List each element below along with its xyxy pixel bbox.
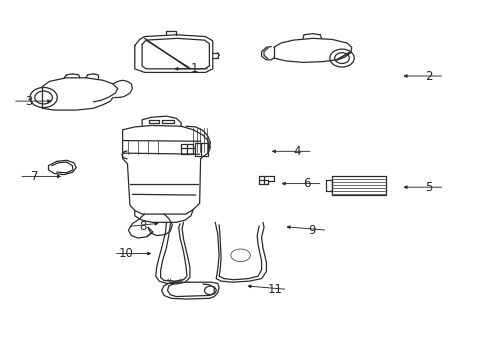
Text: 6: 6 <box>303 177 310 190</box>
Text: 11: 11 <box>267 283 283 296</box>
Text: 2: 2 <box>424 69 431 82</box>
Text: 5: 5 <box>424 181 431 194</box>
Text: 7: 7 <box>31 170 39 183</box>
Text: 9: 9 <box>307 224 315 237</box>
Text: 3: 3 <box>25 95 32 108</box>
Text: 10: 10 <box>118 247 133 260</box>
Text: 4: 4 <box>293 145 300 158</box>
Text: 8: 8 <box>139 220 147 233</box>
Text: 1: 1 <box>190 62 198 75</box>
